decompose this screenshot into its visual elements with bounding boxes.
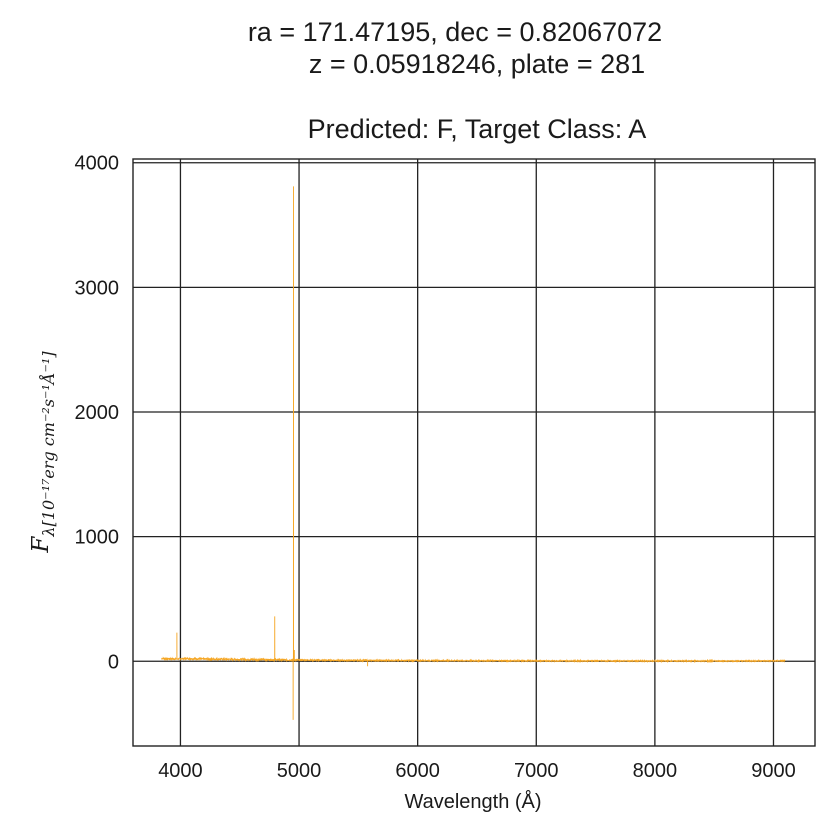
chart-title-line-1: ra = 171.47195, dec = 0.82067072 — [248, 17, 662, 47]
series-group — [161, 186, 786, 720]
plot-frame — [132, 158, 816, 747]
y-axis-label: Fλ[10⁻¹⁷erg cm⁻²s⁻¹Å⁻¹] — [28, 351, 58, 554]
x-axis-label: Wavelength (Å) — [404, 790, 541, 813]
x-tick-label: 5000 — [277, 760, 322, 782]
grid-lines — [133, 159, 815, 746]
x-tick-label: 8000 — [633, 760, 678, 782]
y-axis-label-sub: λ[10⁻¹⁷erg cm⁻²s⁻¹Å⁻¹] — [38, 351, 58, 538]
x-tick-label: 4000 — [158, 760, 203, 782]
y-tick-label: 4000 — [75, 153, 120, 175]
tick-labels: 4000 5000 6000 7000 8000 9000 0 1000 2000 3000 400… — [75, 153, 796, 782]
chart-subtitle: Predicted: F, Target Class: A — [308, 114, 647, 144]
series-line-flux — [161, 186, 786, 720]
y-tick-label: 2000 — [75, 402, 120, 424]
y-tick-label: 1000 — [75, 527, 120, 549]
y-tick-label: 3000 — [75, 277, 120, 299]
x-tick-label: 6000 — [395, 760, 440, 782]
chart-title-line-2: z = 0.05918246, plate = 281 — [309, 49, 645, 79]
y-tick-label: 0 — [108, 651, 119, 673]
y-axis-label-main: F — [28, 536, 54, 554]
x-tick-label: 7000 — [514, 760, 559, 782]
x-tick-label: 9000 — [751, 760, 796, 782]
